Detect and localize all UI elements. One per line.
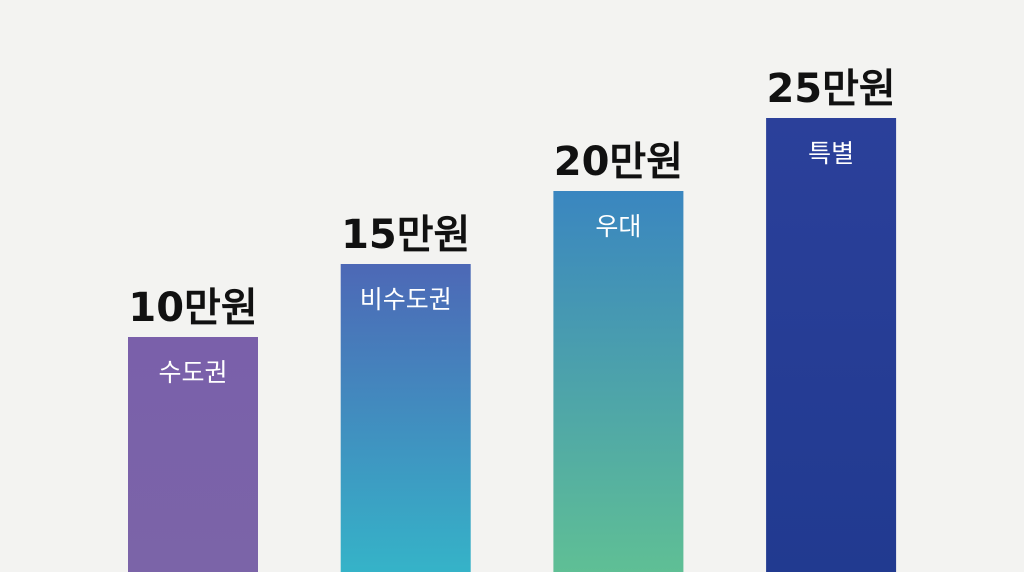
value-label: 15만원 [341,212,470,258]
category-label: 우대 [595,212,641,241]
bar [766,118,897,572]
value-label: 25만원 [766,66,895,112]
value-label: 20만원 [554,139,683,185]
bar [340,264,471,572]
category-label: 특별 [808,139,854,168]
value-label: 10만원 [128,285,257,331]
category-label: 비수도권 [360,285,452,314]
bar [553,191,684,572]
category-label: 수도권 [158,358,227,387]
bar [128,337,258,572]
